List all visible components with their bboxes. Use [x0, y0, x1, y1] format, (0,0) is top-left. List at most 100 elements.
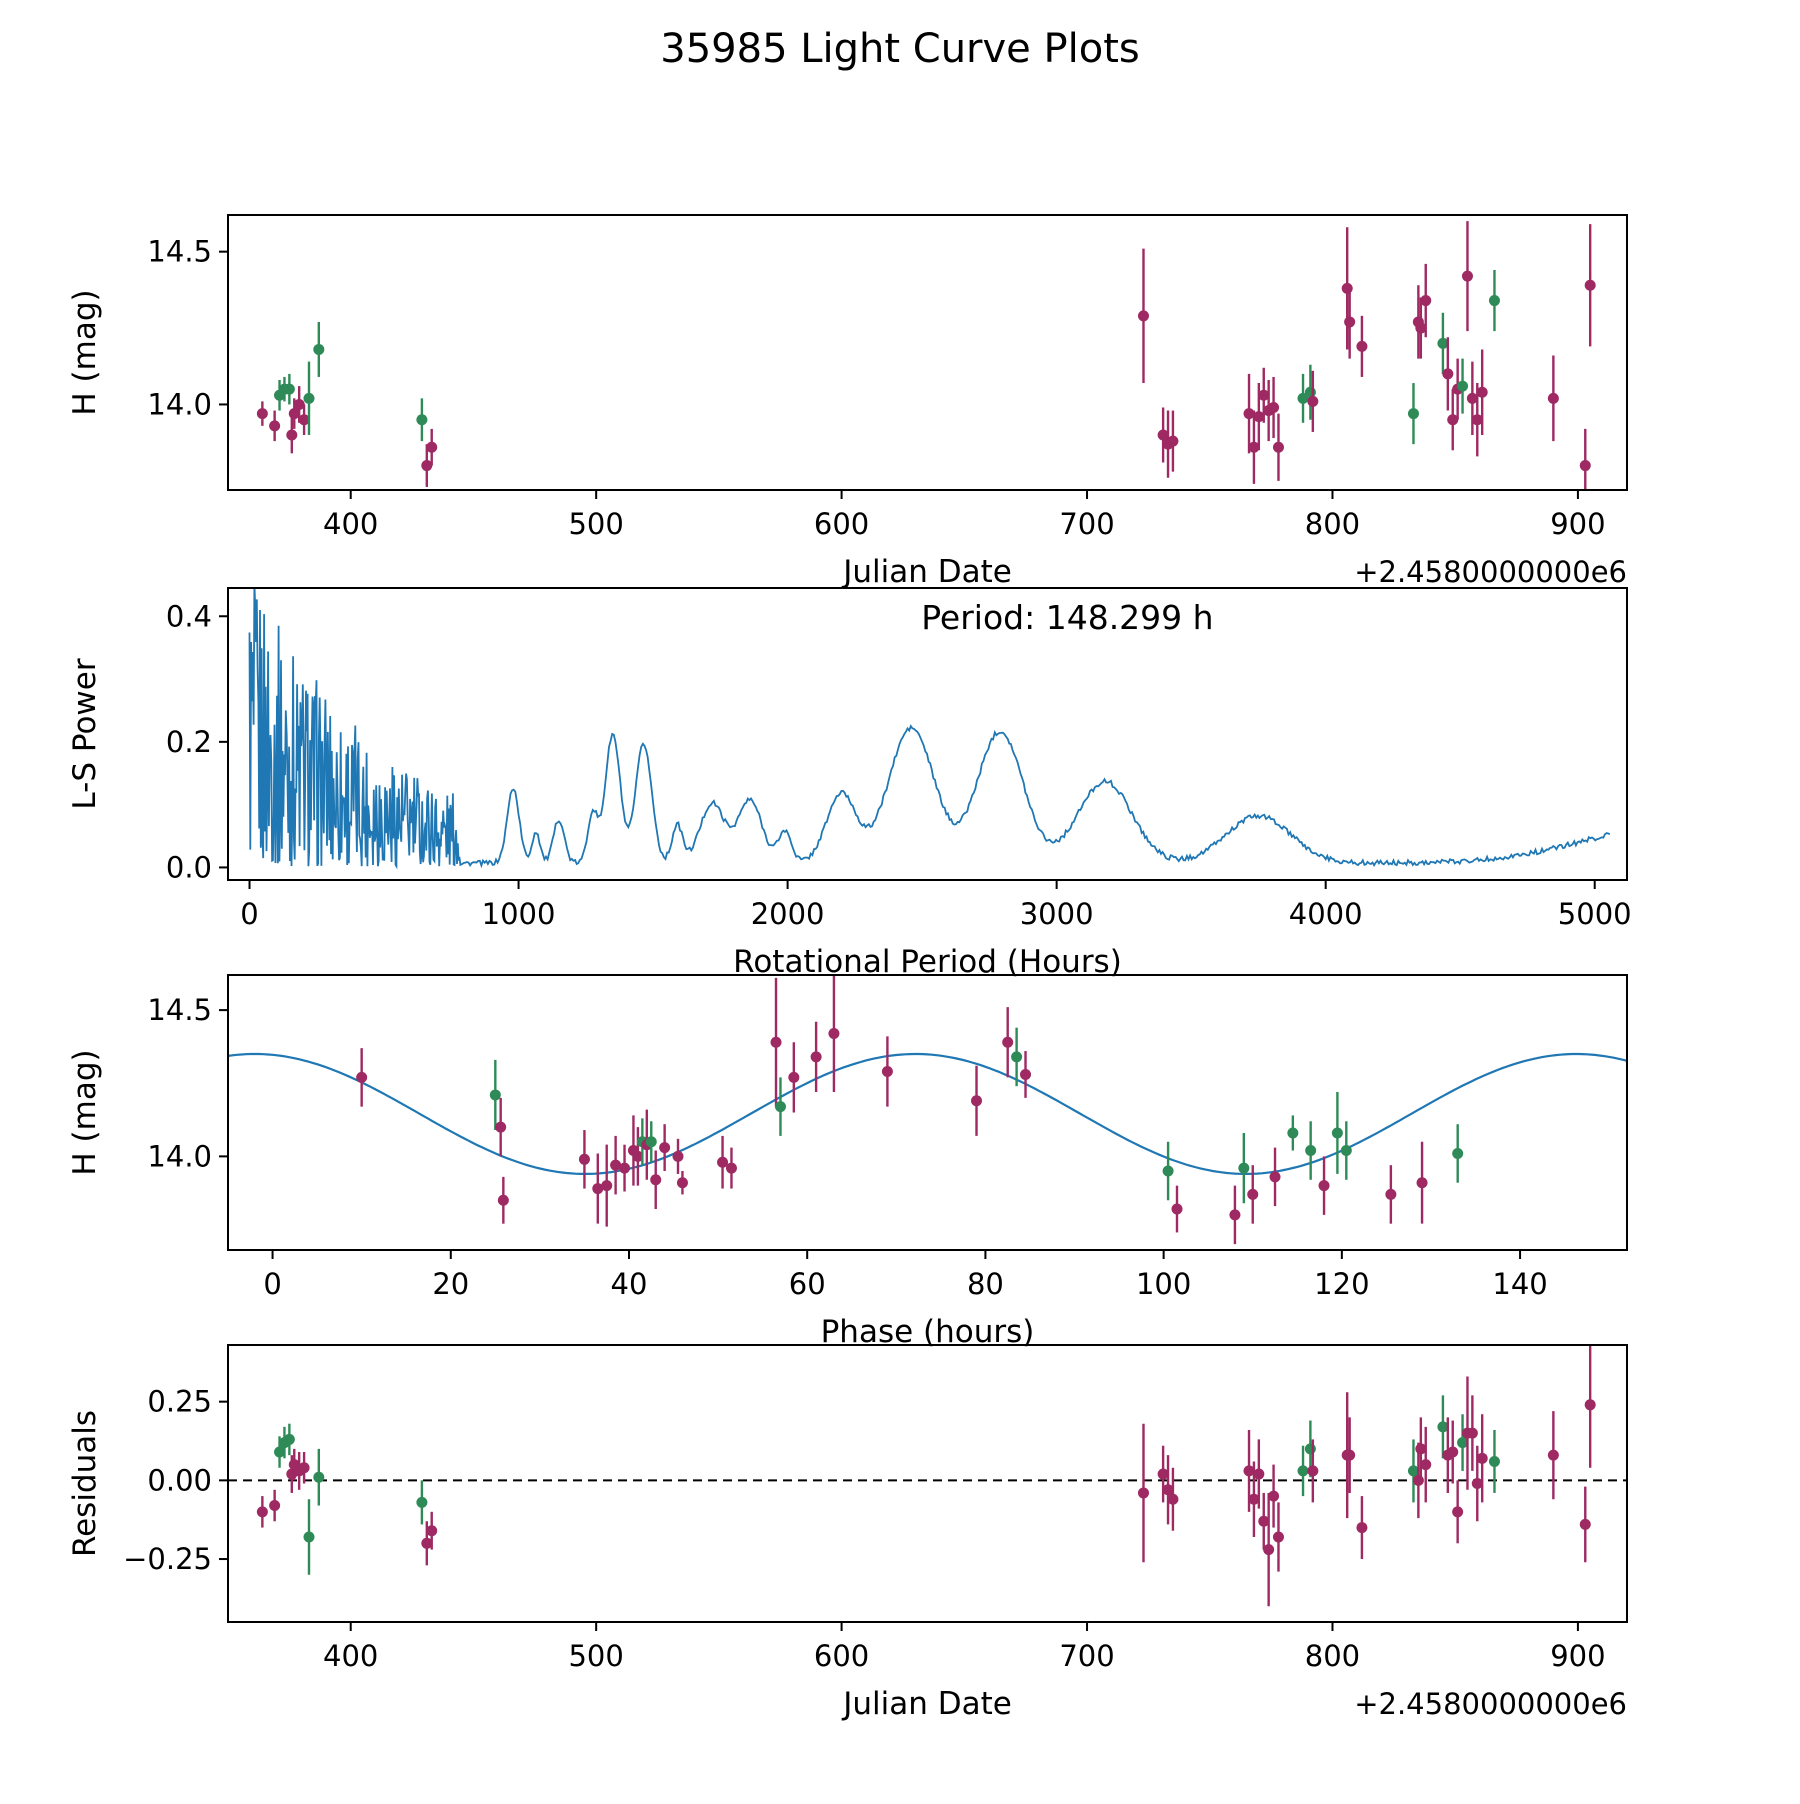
data-point [1297, 392, 1309, 404]
plot-area-residuals [228, 1345, 1627, 1607]
data-point [770, 1036, 782, 1048]
x-tick-label: 120 [1314, 1267, 1369, 1301]
data-point [495, 1121, 507, 1133]
data-point [1407, 1465, 1419, 1477]
x-axis-label: Julian Date [841, 1686, 1012, 1722]
axes-frame [227, 587, 1628, 881]
y-tick-label: 0.4 [166, 599, 212, 633]
data-point [1420, 1459, 1432, 1471]
data-point [1457, 1437, 1469, 1449]
data-point [1263, 1544, 1275, 1556]
y-tick-label: 14.5 [147, 993, 212, 1027]
data-point [610, 1159, 622, 1171]
panel-residuals: 400 500 600 700 800 900 −0.25 0.00 0.25 Julian Da… [67, 1344, 1628, 1722]
data-point [274, 1446, 286, 1458]
data-point [1243, 1465, 1255, 1477]
data-point [283, 383, 295, 395]
data-point [1488, 295, 1500, 307]
data-point [1476, 1452, 1488, 1464]
data-point [1272, 1531, 1284, 1543]
data-point [601, 1180, 613, 1192]
data-point [1437, 337, 1449, 349]
x-tick-label: 600 [814, 507, 869, 541]
data-point [303, 1531, 315, 1543]
data-point [1547, 1449, 1559, 1461]
x-tick-label: 5000 [1558, 897, 1632, 931]
x-tick-label: 600 [814, 1639, 869, 1673]
data-point [1341, 282, 1353, 294]
x-tick-label: 2000 [751, 897, 825, 931]
data-point [1253, 411, 1265, 423]
data-point [1344, 316, 1356, 328]
data-point [1447, 1446, 1459, 1458]
data-point [313, 343, 325, 355]
data-point [1167, 435, 1179, 447]
data-point [650, 1174, 662, 1186]
data-point [1268, 1490, 1280, 1502]
period-annotation: Period: 148.299 h [921, 598, 1213, 637]
data-point [1171, 1203, 1183, 1215]
data-point [497, 1194, 509, 1206]
data-point [676, 1177, 688, 1189]
x-tick-label: 0 [240, 897, 258, 931]
x-tick-label: 500 [568, 507, 623, 541]
data-point [256, 408, 268, 420]
data-point [1162, 1165, 1174, 1177]
data-point [881, 1066, 893, 1078]
data-point [1442, 368, 1454, 380]
data-point [725, 1162, 737, 1174]
data-point [1162, 1484, 1174, 1496]
data-point [1457, 380, 1469, 392]
data-point [1248, 441, 1260, 453]
x-tick-label: 3000 [1020, 897, 1094, 931]
panel-lightcurve: 400 500 600 700 800 900 14.0 14.5 Julian Date H (… [67, 214, 1628, 590]
y-axis-label: H (mag) [67, 1049, 103, 1175]
data-point [1269, 1171, 1281, 1183]
data-point [1247, 1188, 1259, 1200]
plot-area-phase [228, 975, 1627, 1245]
data-point [1447, 414, 1459, 426]
data-point [1420, 295, 1432, 307]
data-point [1258, 389, 1270, 401]
data-point [1229, 1209, 1241, 1221]
data-point [810, 1051, 822, 1063]
data-point [286, 429, 298, 441]
data-point [788, 1071, 800, 1083]
data-point [1157, 429, 1169, 441]
data-point [1356, 1522, 1368, 1534]
data-point [1297, 1465, 1309, 1477]
figure-title: 35985 Light Curve Plots [660, 26, 1140, 72]
x-axis-label: Julian Date [841, 554, 1012, 590]
y-tick-label: 0.2 [166, 725, 212, 759]
data-point [1258, 1515, 1270, 1527]
data-point [619, 1162, 631, 1174]
axes-frame [227, 974, 1628, 1251]
y-axis-label: Residuals [67, 1410, 103, 1557]
data-point [1137, 310, 1149, 322]
y-tick-label: 14.5 [147, 235, 212, 269]
data-point [1579, 460, 1591, 472]
x-tick-label: 4000 [1289, 897, 1363, 931]
x-tick-label: 900 [1550, 1639, 1605, 1673]
data-point [313, 1471, 325, 1483]
data-point [1471, 1478, 1483, 1489]
data-point [717, 1156, 729, 1168]
data-point [269, 420, 281, 432]
data-point [578, 1153, 590, 1165]
axis-offset-text: +2.4580000000e6 [1354, 1687, 1627, 1721]
y-tick-label: 14.0 [147, 1139, 212, 1173]
x-tick-label: 80 [967, 1267, 1004, 1301]
x-tick-label: 40 [611, 1267, 648, 1301]
data-point [1385, 1188, 1397, 1200]
data-point [303, 392, 315, 404]
data-point [1407, 408, 1419, 420]
data-point [1415, 322, 1427, 334]
data-point [426, 1525, 438, 1537]
panel-periodogram: Period: 148.299 h 0 1000 2000 3000 4000 5000 0.… [67, 587, 1632, 980]
data-point [1331, 1127, 1343, 1139]
data-point [1272, 441, 1284, 453]
data-point [1466, 1427, 1478, 1439]
data-point [1304, 1443, 1316, 1455]
